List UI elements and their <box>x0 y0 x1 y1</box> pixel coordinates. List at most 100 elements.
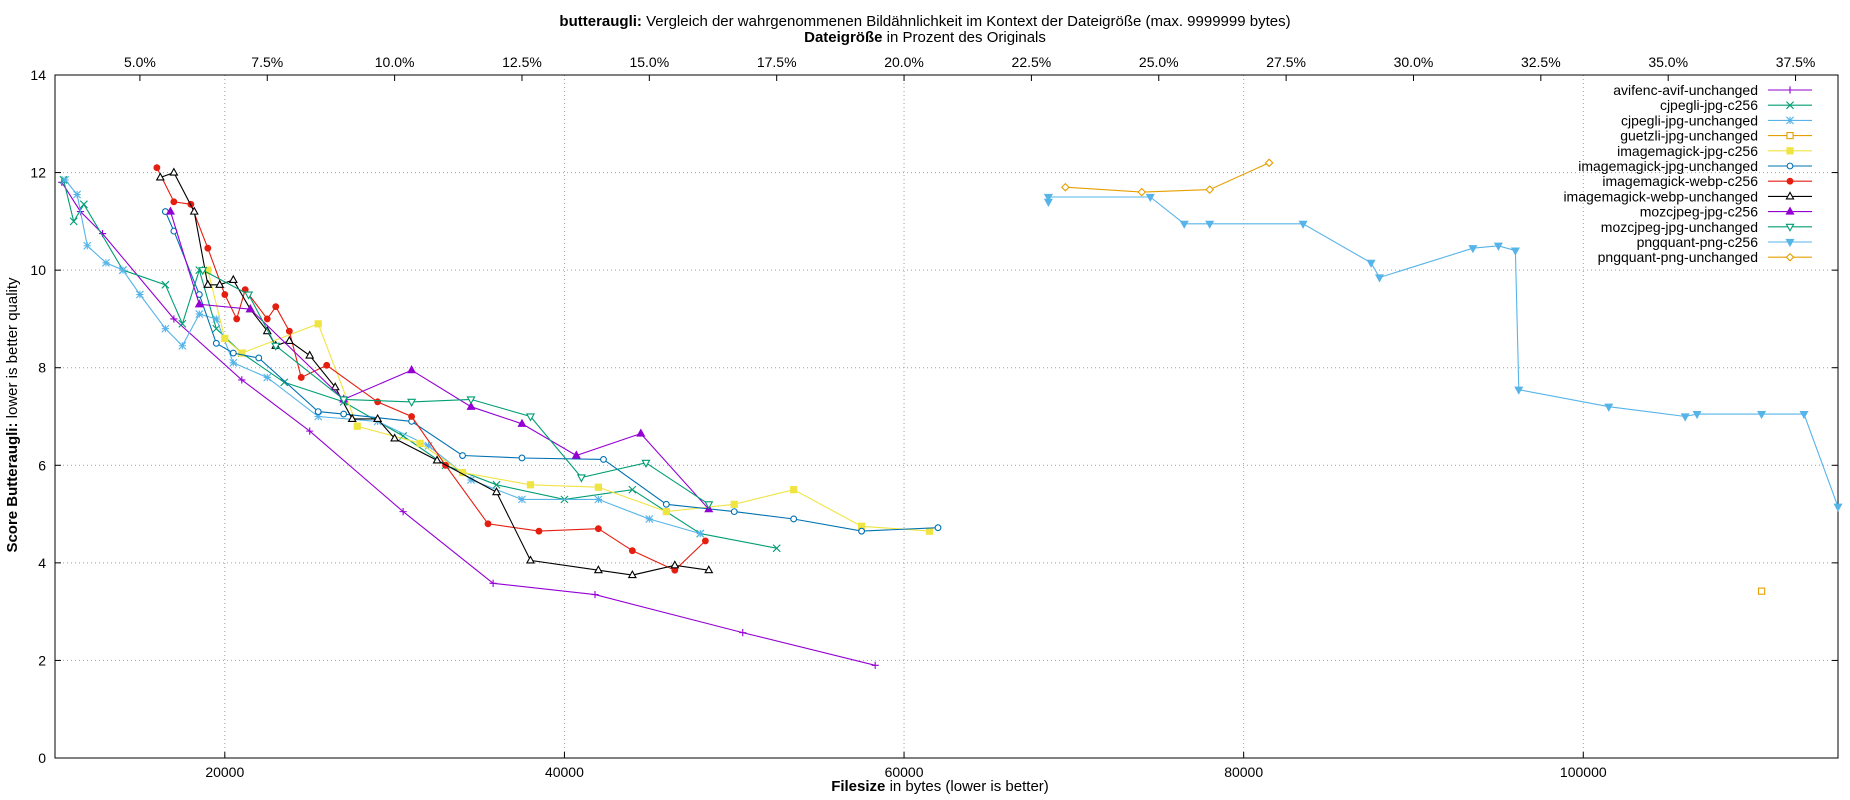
data-point <box>169 167 179 176</box>
data-point <box>189 206 199 215</box>
x2-tick-label: 22.5% <box>1012 54 1052 70</box>
data-point <box>489 579 497 587</box>
data-point <box>459 452 466 459</box>
legend-marker <box>1785 206 1795 215</box>
data-point <box>790 515 798 523</box>
data-point <box>194 299 204 308</box>
data-point <box>178 319 187 328</box>
data-point <box>339 396 349 405</box>
plot-frame <box>54 74 1839 759</box>
data-point <box>399 508 407 516</box>
data-point <box>704 565 714 574</box>
x2-tick-label: 32.5% <box>1521 54 1561 70</box>
legend-label: mozcjpeg-jpg-c256 <box>1640 204 1758 220</box>
legend-marker <box>1785 252 1795 262</box>
data-point <box>701 537 709 545</box>
y-axis-label: Score Butteraugli: lower is better quali… <box>4 277 21 553</box>
data-point <box>263 315 271 323</box>
x-axis-label: Filesize in bytes (lower is better) <box>831 778 1049 795</box>
data-point <box>925 527 934 535</box>
data-point <box>170 198 178 206</box>
data-point <box>170 315 178 323</box>
data-point <box>1145 193 1155 203</box>
data-point <box>628 547 636 555</box>
series-imagemagick-webp-c256 <box>153 164 709 574</box>
data-point <box>178 341 187 350</box>
x2-tick-label: 15.0% <box>629 54 669 70</box>
legend-marker <box>1785 223 1795 232</box>
legend-marker <box>1786 147 1794 155</box>
data-point <box>934 524 942 532</box>
data-point <box>229 358 238 367</box>
data-point <box>373 413 383 423</box>
data-point <box>272 303 280 311</box>
series-imagemagick-jpg-c256 <box>204 266 934 535</box>
legend-label: pngquant-png-c256 <box>1637 234 1759 250</box>
series-line <box>156 167 706 571</box>
data-point <box>245 304 255 313</box>
data-point <box>1757 410 1767 420</box>
data-point <box>1366 259 1376 268</box>
data-point <box>306 427 314 435</box>
legend: avifenc-avif-unchangedcjpegli-jpg-c256cj… <box>1563 82 1812 265</box>
data-point <box>215 279 225 288</box>
data-point <box>484 520 492 528</box>
y-tick-label: 6 <box>38 457 46 473</box>
y-tick-label: 8 <box>38 360 46 376</box>
data-point <box>593 565 603 574</box>
data-point <box>594 525 602 533</box>
data-point <box>416 439 424 447</box>
x-tick-label: 60000 <box>885 764 924 780</box>
series-line <box>64 179 701 535</box>
legend-label: pngquant-png-unchanged <box>1598 249 1758 265</box>
legend-marker <box>1786 101 1794 110</box>
data-point <box>353 422 361 430</box>
legend-marker <box>1786 86 1794 94</box>
series-line <box>207 269 930 532</box>
data-point <box>594 483 603 491</box>
data-point <box>535 527 543 535</box>
data-point <box>1137 187 1147 197</box>
x2-axis-label: Dateigröße in Prozent des Originals <box>804 29 1046 46</box>
data-point <box>1833 503 1843 512</box>
data-point <box>1060 182 1070 192</box>
data-point <box>314 320 322 328</box>
data-point <box>233 315 241 323</box>
legend-label: mozcjpeg-jpg-unchanged <box>1601 219 1758 235</box>
data-point <box>871 661 879 669</box>
data-point <box>244 291 254 300</box>
data-point <box>263 373 272 382</box>
legend-label: avifenc-avif-unchanged <box>1613 82 1758 98</box>
x-tick-label: 20000 <box>205 764 244 780</box>
chart-title: butteraugli: Vergleich der wahrgenommene… <box>559 13 1290 30</box>
x2-tick-label: 25.0% <box>1139 54 1179 70</box>
data-point <box>212 339 220 347</box>
data-point <box>314 412 323 421</box>
data-point <box>645 514 654 523</box>
data-point <box>594 495 603 504</box>
data-point <box>285 327 293 335</box>
data-point <box>238 376 246 384</box>
x2-tick-label: 30.0% <box>1394 54 1434 70</box>
series-imagemagick-webp-unchanged <box>155 167 714 579</box>
data-point <box>284 335 294 344</box>
series-line <box>160 171 709 576</box>
data-point <box>212 314 221 323</box>
data-point <box>1692 410 1702 420</box>
series-mozcjpeg-jpg-unchanged <box>198 267 714 510</box>
data-point <box>153 164 161 172</box>
y-tick-label: 12 <box>30 165 46 181</box>
legend-marker <box>1786 131 1794 140</box>
data-point <box>696 529 705 538</box>
data-point <box>662 508 670 516</box>
data-point <box>1514 386 1524 395</box>
data-point <box>491 487 502 496</box>
axis-ticks: 20000 40000 60000 80000 100000 5.0% 7.5% 10.0% 1… <box>30 54 1838 780</box>
series-cjpegli-jpg-c256 <box>59 175 781 553</box>
data-point <box>69 217 78 226</box>
data-point <box>1757 587 1766 595</box>
data-point <box>517 418 527 427</box>
series-avifenc-avif-unchanged <box>58 178 879 669</box>
data-point <box>221 334 229 343</box>
